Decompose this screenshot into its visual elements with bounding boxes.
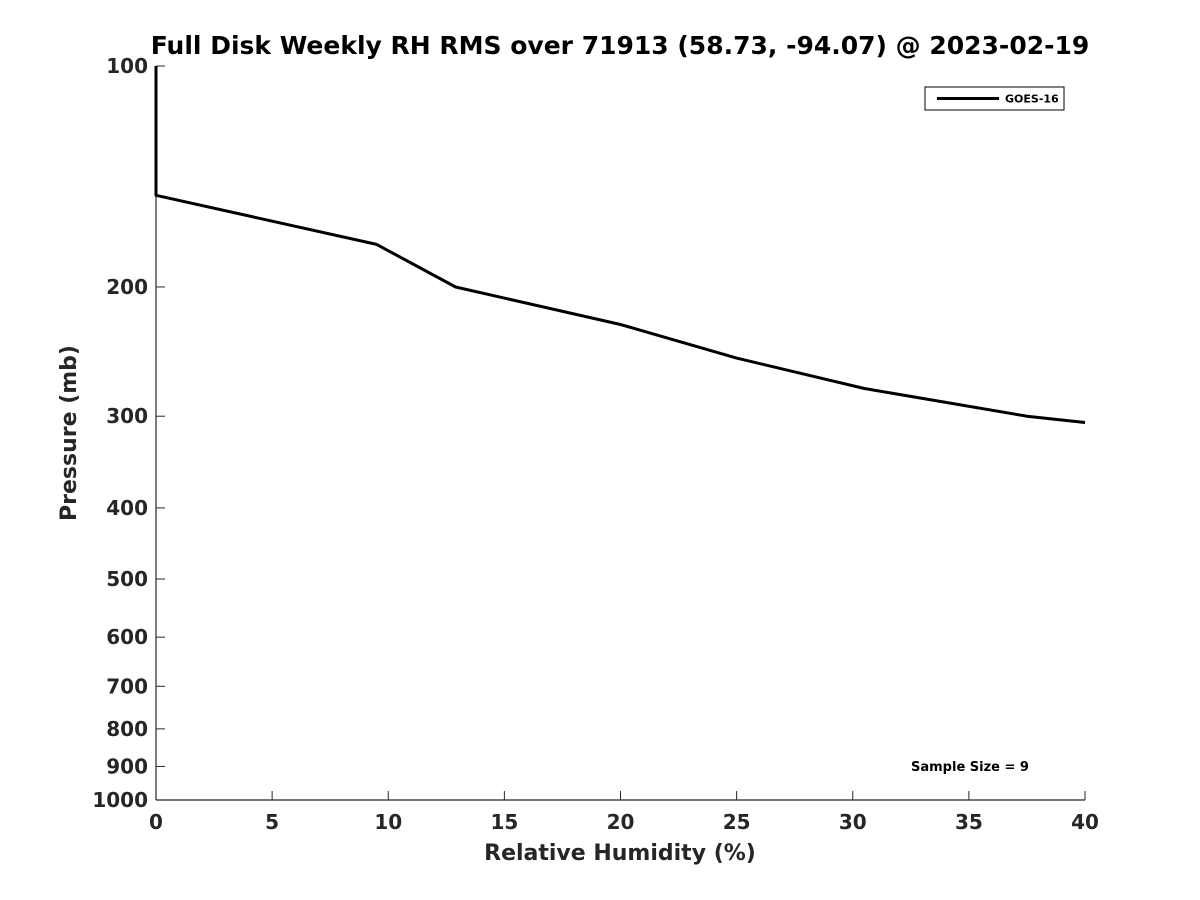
chart-title: Full Disk Weekly RH RMS over 71913 (58.7…	[151, 31, 1090, 60]
legend: GOES-16	[924, 86, 1065, 111]
y-tick-label: 500	[106, 567, 148, 591]
sample-size-annotation: Sample Size = 9	[911, 760, 1029, 775]
y-tick-label: 300	[106, 404, 148, 428]
x-tick-label: 40	[1071, 810, 1099, 834]
y-tick-label: 100	[106, 54, 148, 78]
y-tick-label: 900	[106, 754, 148, 778]
series-line-goes-16	[154, 66, 1086, 424]
x-tick-label: 20	[607, 810, 635, 834]
y-tick-label: 200	[106, 275, 148, 299]
y-tick-label: 800	[106, 717, 148, 741]
x-axis-label: Relative Humidity (%)	[484, 841, 756, 866]
series-layer	[154, 66, 1086, 424]
y-tick-label: 400	[106, 496, 148, 520]
x-tick-label: 25	[723, 810, 751, 834]
x-tick-label: 5	[265, 810, 279, 834]
x-tick-label: 10	[374, 810, 402, 834]
y-tick-label: 600	[106, 625, 148, 649]
y-tick-label: 1000	[92, 788, 148, 812]
x-axis-ticks: 0 5 10 15 20 25 30 35 40	[149, 791, 1099, 834]
axes	[155, 66, 1085, 801]
y-axis-label: Pressure (mb)	[57, 345, 82, 521]
x-tick-label: 0	[149, 810, 163, 834]
legend-label-goes-16: GOES-16	[1005, 93, 1059, 106]
y-axis-ticks: 100 200 300 400 500 600 700 800 900 1000	[92, 54, 165, 812]
x-tick-label: 15	[490, 810, 518, 834]
x-tick-label: 30	[839, 810, 867, 834]
x-tick-label: 35	[955, 810, 983, 834]
y-tick-label: 700	[106, 674, 148, 698]
